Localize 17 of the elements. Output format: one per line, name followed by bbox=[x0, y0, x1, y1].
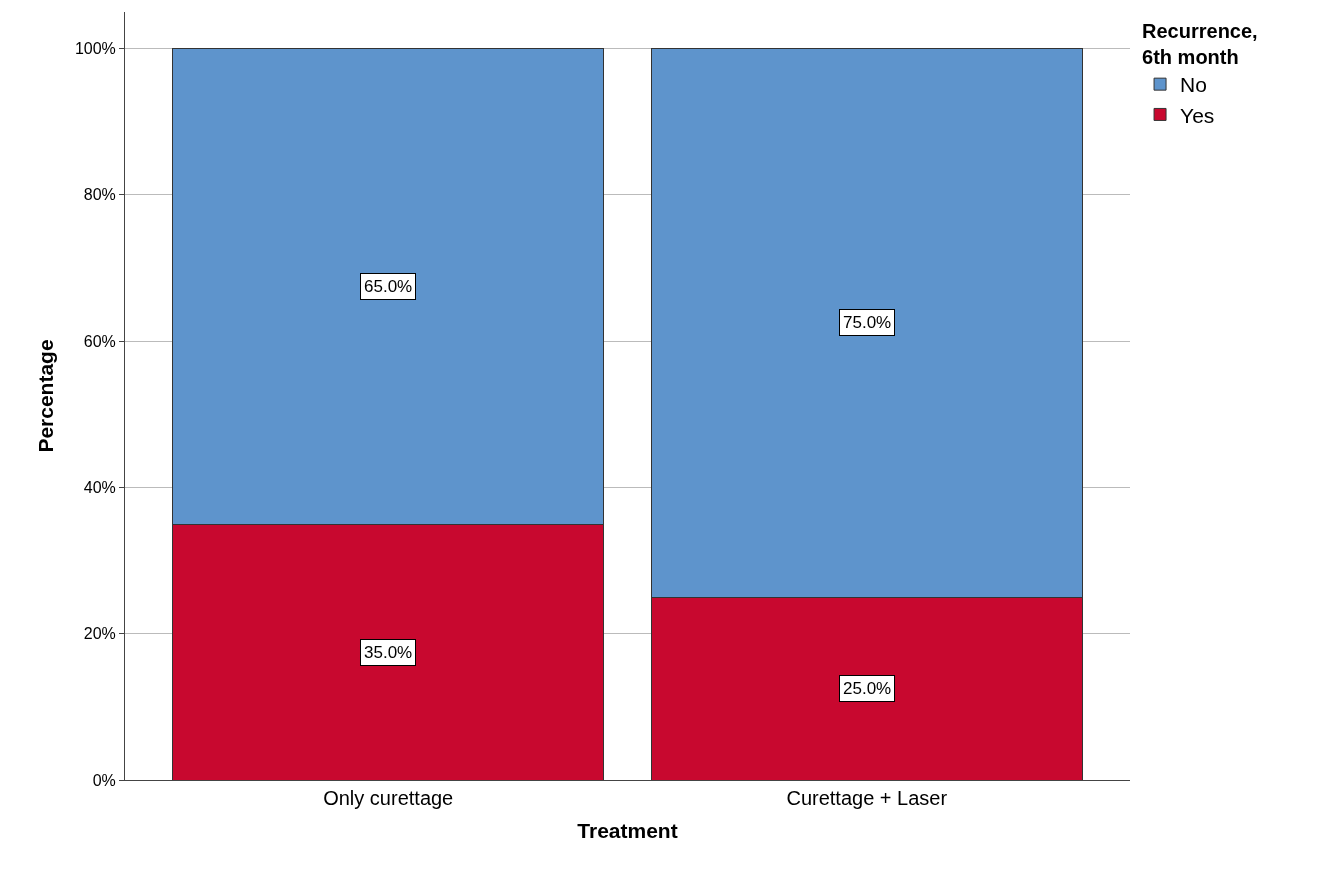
data-label: 75.0% bbox=[843, 313, 892, 332]
y-tick-label: 100% bbox=[74, 40, 116, 58]
y-tick-label: 80% bbox=[83, 186, 116, 204]
y-tick-label: 0% bbox=[92, 771, 116, 789]
y-axis-title: Percentage bbox=[34, 339, 58, 453]
legend-label: Yes bbox=[1180, 103, 1215, 127]
x-tick-label: Only curettage bbox=[323, 787, 454, 809]
data-label: 25.0% bbox=[843, 679, 892, 698]
legend-label: No bbox=[1180, 73, 1207, 97]
y-tick-label: 60% bbox=[83, 332, 116, 350]
data-label: 35.0% bbox=[364, 643, 413, 662]
y-tick-label: 20% bbox=[83, 625, 116, 643]
x-axis-title: Treatment bbox=[577, 819, 678, 843]
y-tick-label: 40% bbox=[83, 479, 116, 497]
data-label: 65.0% bbox=[364, 277, 413, 296]
x-tick-label: Curettage + Laser bbox=[786, 787, 948, 809]
legend-title: Recurrence, 6th month bbox=[1142, 20, 1258, 68]
